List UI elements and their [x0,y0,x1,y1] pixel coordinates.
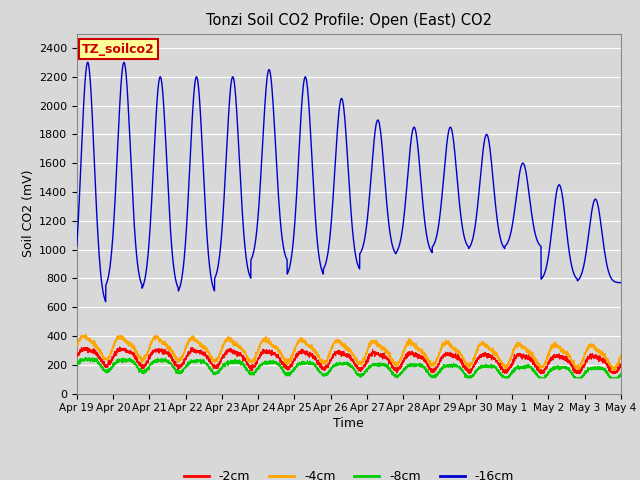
Y-axis label: Soil CO2 (mV): Soil CO2 (mV) [22,170,35,257]
Legend: -2cm, -4cm, -8cm, -16cm: -2cm, -4cm, -8cm, -16cm [179,465,519,480]
X-axis label: Time: Time [333,418,364,431]
Title: Tonzi Soil CO2 Profile: Open (East) CO2: Tonzi Soil CO2 Profile: Open (East) CO2 [206,13,492,28]
Text: TZ_soilco2: TZ_soilco2 [82,43,155,56]
